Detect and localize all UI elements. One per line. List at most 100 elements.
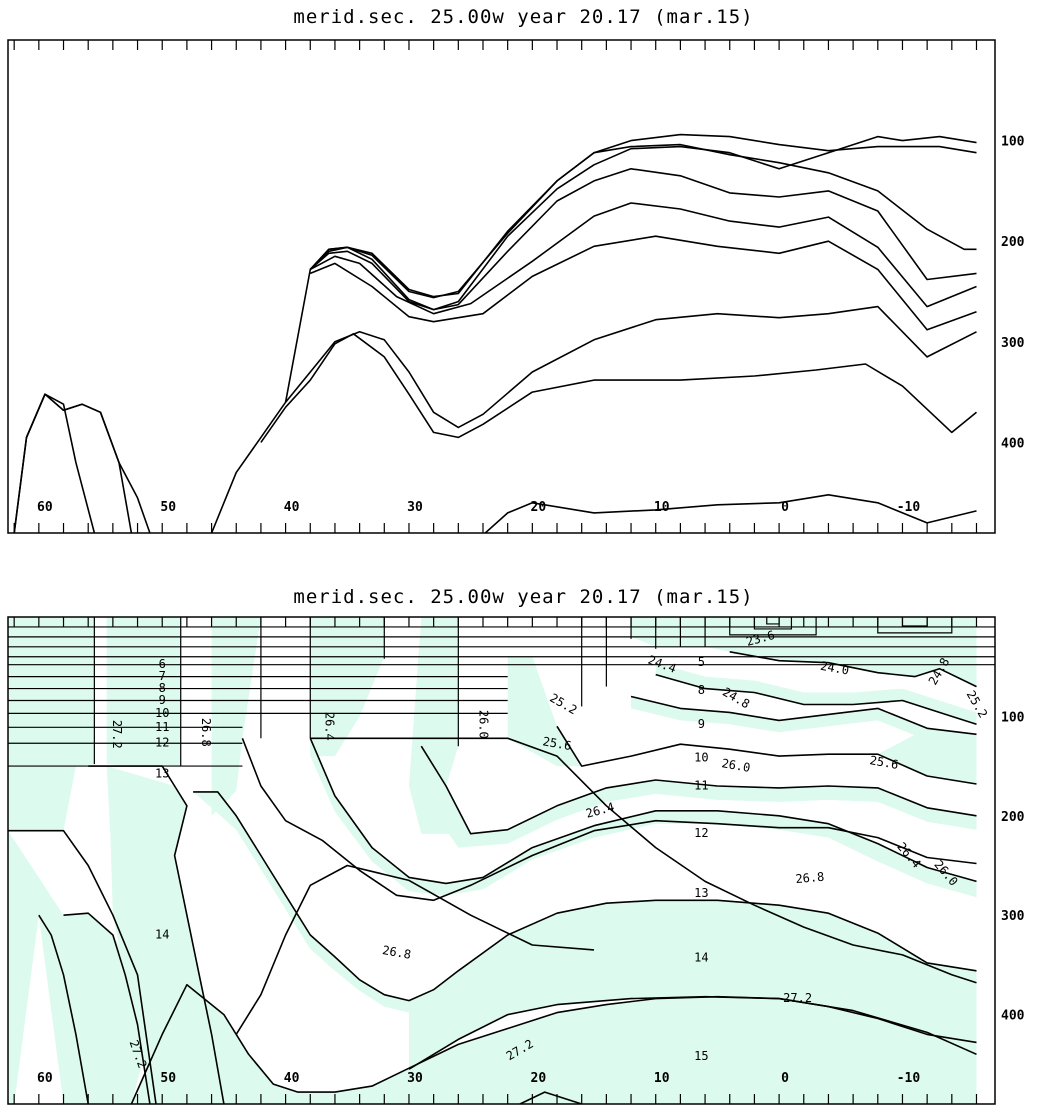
contour-lines (8, 651, 977, 1104)
contour-label: 11 (155, 720, 169, 734)
x-tick-label: 20 (531, 500, 547, 515)
contour-line-15 (235, 864, 595, 1035)
contour-label: 5 (698, 655, 705, 669)
contour-label: 8 (698, 683, 705, 697)
contour-line-11 (484, 494, 977, 533)
y-tick-label: 400 (1001, 1009, 1025, 1024)
contour-line-2 (25, 393, 96, 533)
contour-label: 10 (694, 751, 708, 765)
y-tick-label: 200 (1001, 235, 1025, 250)
contour-line-16 (519, 1091, 582, 1104)
contour-label: 25.6 (542, 734, 573, 753)
contour-line-5 (309, 143, 977, 299)
contour-line-7 (420, 745, 977, 835)
contour-label: 24.0 (819, 659, 850, 678)
contour-label: 27.2 (110, 720, 124, 749)
shaded-regions (8, 617, 977, 1104)
contour-lines (13, 133, 978, 533)
x-tick-label: 20 (531, 1071, 547, 1086)
contour-line-8 (556, 725, 977, 785)
x-tick-label: 0 (781, 500, 789, 515)
contour-line-0 (8, 829, 157, 1104)
contour-line-10 (655, 673, 977, 726)
contour-label: 26.0 (721, 756, 752, 775)
contour-label: 26.4 (322, 712, 336, 741)
x-tick-label: 30 (407, 1071, 423, 1086)
contour-label: 8 (159, 681, 166, 695)
contour-line-6 (309, 737, 977, 885)
y-tick-label: 100 (1001, 710, 1025, 725)
contour-label: 9 (159, 693, 166, 707)
contour-line-8 (309, 235, 977, 331)
shaded-region-12 (631, 617, 977, 687)
contour-label: 6 (159, 657, 166, 671)
x-tick-label: 60 (37, 1071, 53, 1086)
contour-label: 12 (155, 736, 169, 750)
contour-label: 26.8 (381, 943, 412, 962)
contour-line-2 (38, 914, 89, 1104)
shaded-region-3 (106, 617, 181, 767)
contour-line-9 (630, 695, 977, 736)
x-tick-label: -10 (897, 1071, 921, 1086)
shaded-region-2 (38, 913, 150, 1104)
contour-line-6 (309, 168, 977, 311)
contour-line-4 (193, 791, 977, 1002)
contour-label: 12 (694, 826, 708, 840)
shaded-region-7 (310, 617, 385, 757)
contour-label: 11 (694, 778, 708, 792)
x-tick-label: 0 (781, 1071, 789, 1086)
contour-line-3 (88, 765, 225, 1104)
shaded-region-9 (507, 656, 582, 767)
shaded-region-11 (655, 662, 977, 725)
contour-line-3 (210, 135, 977, 533)
contour-label: 27.2 (783, 991, 812, 1005)
x-tick-label: 50 (160, 500, 176, 515)
shaded-region-14 (310, 738, 977, 898)
contour-label: 26.0 (476, 710, 490, 739)
contour-line-14 (310, 737, 977, 984)
contour-label: 25.6 (869, 753, 900, 772)
x-tick-label: 10 (654, 500, 670, 515)
shaded-region-8 (409, 617, 471, 834)
x-tick-label: 40 (284, 1071, 300, 1086)
contour-line-11 (729, 651, 977, 688)
contour-label: 26.8 (795, 870, 825, 886)
contour-line-7 (309, 202, 977, 315)
plot-frame (7, 39, 996, 534)
x-tick-label: 10 (654, 1071, 670, 1086)
contour-label: 14 (694, 950, 708, 964)
contour-line-13 (408, 995, 977, 1070)
shaded-region-1 (8, 830, 64, 1104)
shaded-region-17 (877, 728, 977, 784)
y-tick-label: 300 (1001, 336, 1025, 351)
x-tick-label: -10 (897, 500, 921, 515)
x-tick-label: 40 (284, 500, 300, 515)
contour-label: 14 (155, 928, 169, 942)
vertical-lines (93, 617, 706, 767)
axis-ticks (13, 40, 978, 533)
top-panel: merid.sec. 25.00w year 20.17 (mar.15) 60… (0, 0, 1047, 540)
plot-frame (7, 616, 996, 1105)
contour-line-9 (284, 305, 977, 429)
contour-label: 13 (155, 767, 169, 781)
contour-label: 10 (155, 706, 169, 720)
shaded-region-10 (631, 696, 977, 749)
y-tick-label: 300 (1001, 909, 1025, 924)
shaded-region-15 (131, 984, 977, 1104)
shaded-region-16 (409, 900, 977, 1070)
bottom-chart-title: merid.sec. 25.00w year 20.17 (mar.15) (293, 586, 754, 608)
y-tick-label: 200 (1001, 810, 1025, 825)
contour-line-1 (63, 912, 151, 1104)
x-tick-label: 30 (407, 500, 423, 515)
y-tick-label: 400 (1001, 436, 1025, 451)
top-chart-title: merid.sec. 25.00w year 20.17 (mar.15) (293, 6, 754, 28)
axis-ticks (13, 617, 978, 1104)
shaded-region-13 (421, 746, 977, 848)
y-tick-label: 100 (1001, 135, 1025, 150)
contour-label: 26.8 (199, 718, 213, 747)
contour-label: 9 (698, 717, 705, 731)
contour-label: 15 (694, 1049, 708, 1063)
x-tick-label: 50 (160, 1071, 176, 1086)
